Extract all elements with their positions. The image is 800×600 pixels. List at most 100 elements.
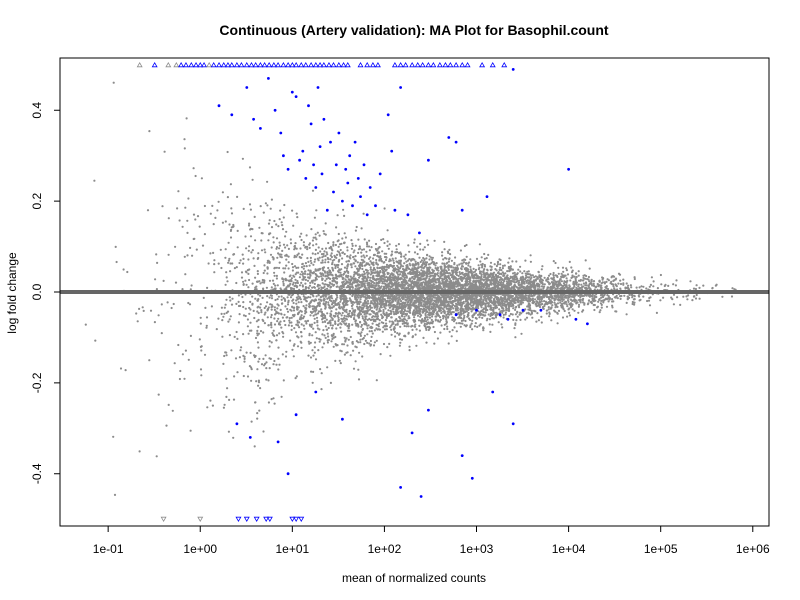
gene-point <box>445 313 448 316</box>
gene-point <box>525 316 529 319</box>
gene-point <box>542 287 545 290</box>
gene-point <box>500 273 503 276</box>
gene-point <box>268 345 271 348</box>
gene-point <box>570 266 573 269</box>
gene-point <box>451 318 454 321</box>
gene-point <box>273 359 276 363</box>
gene-point <box>374 242 378 246</box>
gene-point <box>389 354 392 357</box>
gene-point <box>314 258 317 261</box>
gene-point <box>241 157 244 160</box>
gene-point <box>433 342 436 345</box>
gene-point <box>369 313 372 316</box>
gene-point <box>316 312 320 315</box>
gene-point <box>455 278 458 281</box>
gene-point <box>583 303 586 306</box>
gene-point <box>325 287 329 290</box>
gene-point <box>280 295 283 298</box>
gene-point <box>436 319 440 322</box>
gene-point <box>675 279 678 282</box>
gene-point <box>335 327 338 330</box>
gene-point <box>535 304 538 307</box>
gene-point <box>138 450 141 453</box>
gene-point <box>282 243 286 246</box>
gene-point <box>366 327 369 330</box>
gene-point <box>345 308 348 311</box>
gene-point <box>407 325 410 328</box>
gene-point <box>511 260 514 263</box>
gene-point <box>276 320 279 323</box>
gene-point <box>329 273 332 276</box>
gene-point <box>342 272 346 275</box>
gene-point <box>469 325 472 329</box>
gene-point <box>523 270 526 273</box>
gene-point <box>630 286 633 289</box>
gene-point <box>413 251 417 254</box>
gene-point <box>350 266 353 269</box>
gene-point <box>508 314 511 317</box>
gene-point <box>261 296 264 299</box>
gene-point <box>176 207 179 210</box>
gene-point <box>504 311 507 314</box>
gene-point <box>416 314 420 317</box>
gene-point <box>313 321 316 324</box>
gene-point <box>300 266 304 269</box>
gene-point <box>292 309 296 312</box>
gene-point <box>418 324 421 327</box>
gene-point <box>257 360 260 363</box>
gene-point <box>354 265 357 268</box>
gene-point <box>271 256 274 259</box>
gene-point <box>514 308 517 311</box>
gene-point <box>250 251 253 254</box>
gene-point <box>361 317 364 320</box>
gene-point <box>451 329 454 332</box>
gene-point <box>225 354 228 357</box>
gene-point <box>417 266 420 269</box>
gene-point <box>302 324 305 327</box>
gene-point <box>368 239 371 242</box>
gene-point <box>466 314 470 317</box>
gene-point <box>309 281 312 284</box>
gene-point <box>403 255 406 258</box>
gene-point <box>291 287 294 290</box>
gene-point <box>517 268 520 271</box>
gene-point <box>434 279 437 282</box>
gene-point <box>223 403 226 406</box>
gene-point <box>249 235 253 238</box>
gene-point <box>256 341 259 344</box>
gene-point <box>521 301 525 304</box>
gene-point <box>298 326 301 329</box>
gene-point <box>645 287 648 290</box>
gene-point <box>393 279 396 282</box>
gene-point <box>266 204 269 207</box>
gene-point <box>487 305 490 308</box>
gene-point <box>257 346 260 349</box>
gene-point <box>423 305 426 308</box>
gene-point <box>269 253 273 256</box>
gene-point <box>343 241 346 244</box>
gene-point <box>257 384 260 387</box>
gene-point <box>306 279 310 282</box>
gene-point <box>441 277 444 280</box>
gene-point <box>599 309 602 312</box>
gene-point <box>300 238 303 242</box>
gene-point <box>329 324 332 327</box>
gene-point <box>308 264 311 267</box>
gene-point <box>269 294 272 297</box>
gene-point <box>471 328 474 331</box>
gene-point <box>273 308 276 311</box>
gene-point <box>270 308 273 311</box>
gene-point <box>294 278 297 281</box>
gene-point <box>547 308 550 311</box>
gene-point <box>491 313 494 317</box>
gene-point <box>378 259 381 262</box>
gene-point <box>329 319 332 322</box>
gene-point <box>346 344 349 347</box>
gene-point <box>386 244 389 247</box>
gene-point <box>320 261 323 264</box>
gene-point <box>481 316 484 319</box>
gene-point <box>450 335 453 338</box>
gene-point <box>283 313 286 316</box>
gene-point <box>283 319 286 323</box>
